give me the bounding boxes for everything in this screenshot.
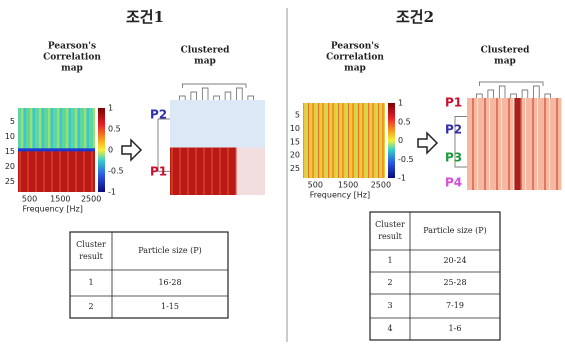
x-tick-label: 500 xyxy=(308,181,323,190)
dendrogram xyxy=(454,116,467,168)
colorbar xyxy=(98,108,105,192)
dendrogram xyxy=(544,93,551,98)
table-cell: 25-28 xyxy=(443,278,466,287)
colorbar-tick: 0 xyxy=(398,136,403,145)
heatmap xyxy=(303,103,385,178)
dendrogram xyxy=(213,95,220,100)
y-tick-label: 20 xyxy=(5,162,15,171)
clustered-map xyxy=(170,147,237,195)
clustered-label: Clustered xyxy=(181,46,231,56)
y-tick-label: 25 xyxy=(5,177,15,186)
dendrogram xyxy=(479,81,544,86)
clustered-map xyxy=(514,98,521,190)
arrow xyxy=(121,138,143,162)
y-tick-label: 15 xyxy=(5,147,15,156)
correlation-label: Pearson's xyxy=(331,42,379,52)
x-tick-label: 2500 xyxy=(371,181,391,190)
cluster-label: P4 xyxy=(445,176,462,190)
table-cell: 1-15 xyxy=(161,302,179,311)
dendrogram xyxy=(510,93,517,98)
colorbar-tick: -0.5 xyxy=(108,167,124,176)
dendrogram xyxy=(179,95,186,100)
y-tick-label: 25 xyxy=(290,164,300,173)
correlation-label: map xyxy=(344,64,366,74)
dendrogram xyxy=(190,91,197,100)
colorbar-tick: 1 xyxy=(108,104,113,113)
table-cell: 2 xyxy=(387,278,392,287)
table-cell: 1 xyxy=(387,256,392,265)
cluster-label: P1 xyxy=(445,96,462,110)
colorbar-tick: 0.5 xyxy=(398,117,411,126)
dendrogram xyxy=(182,83,247,88)
colorbar xyxy=(388,103,395,178)
dendrogram xyxy=(521,89,529,98)
colorbar-tick: 0.5 xyxy=(108,125,121,134)
dendrogram xyxy=(201,87,209,100)
table-header: result xyxy=(79,252,103,261)
correlation-label: Pearson's xyxy=(48,42,96,52)
heatmap-line xyxy=(18,148,95,152)
dendrogram xyxy=(224,91,232,100)
x-tick-label: 1500 xyxy=(338,181,358,190)
cluster-label: P3 xyxy=(445,151,462,165)
table-header: Particle size (P) xyxy=(138,246,202,255)
table-cell: 4 xyxy=(387,324,392,333)
clustered-label: Clustered xyxy=(481,46,531,56)
x-tick-label: 2500 xyxy=(81,195,101,204)
colorbar-tick: 0 xyxy=(108,146,113,155)
clustered-label: map xyxy=(194,57,216,67)
cluster-label: P2 xyxy=(445,123,462,137)
table-header: result xyxy=(378,232,402,241)
panel-title: 조건2 xyxy=(396,8,434,26)
x-tick-label: 1500 xyxy=(50,195,70,204)
table-cell: 20-24 xyxy=(443,256,466,265)
clustered-map xyxy=(170,100,265,148)
arrow xyxy=(417,131,439,155)
correlation-label: map xyxy=(61,64,83,74)
cluster-label: P1 xyxy=(150,165,167,179)
dendrogram xyxy=(487,89,494,98)
table-cell: 2 xyxy=(88,302,93,311)
table-cell: 16-28 xyxy=(158,278,181,287)
table-header: Cluster xyxy=(375,220,405,229)
dendrogram xyxy=(476,93,483,98)
clustered-map xyxy=(236,147,265,195)
colorbar-tick: -0.5 xyxy=(398,155,414,164)
dendrogram xyxy=(533,85,540,98)
dendrogram xyxy=(498,85,506,98)
cluster-label: P2 xyxy=(150,108,167,122)
y-tick-label: 10 xyxy=(5,132,15,141)
colorbar-tick: 1 xyxy=(398,99,403,108)
x-axis-label: Frequency [Hz] xyxy=(310,191,370,200)
y-tick-label: 5 xyxy=(10,117,15,126)
x-tick-label: 500 xyxy=(22,195,37,204)
x-axis-label: Frequency [Hz] xyxy=(22,205,82,214)
y-tick-label: 15 xyxy=(290,137,300,146)
correlation-label: Correlation xyxy=(326,53,384,63)
dendrogram xyxy=(236,87,243,100)
table-border xyxy=(369,211,501,341)
table-border xyxy=(69,231,229,319)
table-header: Cluster xyxy=(76,240,106,249)
y-tick-label: 20 xyxy=(290,151,300,160)
panel-title: 조건1 xyxy=(126,8,164,26)
y-tick-label: 10 xyxy=(290,124,300,133)
colorbar-tick: -1 xyxy=(108,188,116,197)
table-cell: 3 xyxy=(387,301,392,310)
correlation-label: Correlation xyxy=(43,53,101,63)
table-header: Particle size (P) xyxy=(423,226,487,235)
table-cell: 7-19 xyxy=(446,301,464,310)
clustered-label: map xyxy=(494,57,516,67)
panels: 조건1Pearson'sCorrelationmapClusteredmap10… xyxy=(5,8,562,341)
dendrogram xyxy=(247,95,254,100)
table-cell: 1-6 xyxy=(449,324,462,333)
table-cell: 1 xyxy=(88,278,93,287)
dendrogram xyxy=(157,118,170,172)
colorbar-tick: -1 xyxy=(398,174,406,183)
heatmap-band xyxy=(18,150,95,192)
y-tick-label: 5 xyxy=(295,111,300,120)
